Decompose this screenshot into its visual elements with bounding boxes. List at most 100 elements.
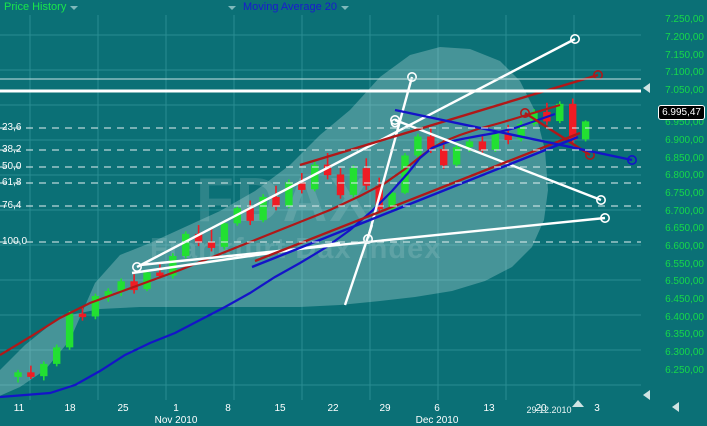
price-axis-pointer-bottom-icon [643,390,650,400]
candle-body [311,164,319,190]
chart-header-bar: Price History Moving Average 20 [0,0,707,15]
fib-label-23-6: 23,6 [2,122,22,133]
fib-label-76-4: 76,4 [2,200,22,211]
candle-body [349,168,358,195]
price-axis-tick: 6.400,00 [665,312,704,323]
date-axis-tick: 1 [173,403,179,414]
fib-label-38-2: 38,2 [2,144,22,155]
date-axis-tick: 29 [379,403,391,414]
price-axis-tick: 7.050,00 [665,85,704,96]
candle-body [27,372,35,377]
trendline-red-lower [254,131,581,263]
trendline-white-fan-lower [139,216,606,267]
date-axis-tick: 13 [483,403,495,414]
candle-body [117,281,125,292]
price-axis-tick: 6.900,00 [665,135,704,146]
candle-body [194,233,203,243]
price-history-legend[interactable]: Price History [4,0,79,15]
price-axis-tick: 7.200,00 [665,32,704,43]
price-axis-tick: 6.700,00 [665,206,704,217]
candle-body [504,133,512,141]
date-axis-tick: 8 [225,403,231,414]
date-axis-month-label: Dec 2010 [415,415,459,426]
trendline-white-support [131,241,341,275]
candle-body [569,103,577,141]
candle-body [401,155,409,193]
price-axis-tick: 6.750,00 [665,188,704,199]
candlestick-series [14,98,590,383]
candle-body [336,174,345,196]
date-axis-tick: 6 [434,403,440,414]
candle-body [491,133,499,150]
candle-body [556,103,564,122]
price-axis[interactable]: 6.995,47 7.250,00 7.200,00 7.150,00 7.100,0… [641,0,707,400]
trendline-white-fan-upper [394,118,602,202]
candle-body [91,296,100,317]
candle-body [14,372,22,377]
candle-body [323,164,332,176]
price-axis-tick: 6.300,00 [665,347,704,358]
date-axis-pointer-icon [672,402,679,412]
candle-body [452,147,461,165]
chart-plot-area[interactable]: FDAX Frankfurt Dax index [0,15,641,400]
date-axis-marker-icon [572,400,584,407]
moving-average-label: Moving Average 20 [243,1,337,13]
candle-body [259,196,267,221]
price-axis-tick: 7.250,00 [665,14,704,25]
price-axis-tick: 6.850,00 [665,153,704,164]
trendline-handle [389,115,400,126]
candle-body [65,313,74,348]
date-axis-tick: 18 [64,403,76,414]
candle-body [581,121,590,140]
candle-body [388,192,396,209]
price-axis-tick: 6.550,00 [665,259,704,270]
trendline-blue-rising [251,135,579,269]
price-envelope-band [0,47,548,396]
candle-body [478,141,487,151]
price-axis-tick: 7.150,00 [665,50,704,61]
trendline-blue-descending [394,108,633,162]
fib-label-61-8: 61,8 [2,177,22,188]
date-axis-tick: 25 [117,403,129,414]
price-axis-tick: 6.450,00 [665,294,704,305]
candle-body [40,363,48,377]
date-axis-tick: 20 [535,403,547,414]
price-axis-tick: 6.600,00 [665,241,704,252]
candle-body [182,233,190,256]
candle-body [414,136,422,156]
candle-body [143,272,151,290]
price-axis-tick: 7.100,00 [665,67,704,78]
trendline-white-pivot-down [343,224,374,306]
candle-body [465,141,474,148]
date-axis-month-label: Nov 2010 [154,415,198,426]
price-axis-pointer-icon [643,83,650,93]
trendline-white-lower [136,37,576,269]
candle-body [53,347,61,364]
candle-body [220,223,229,247]
date-axis-tick: 3 [594,403,600,414]
trendline-handle-red [519,108,530,119]
date-axis[interactable]: 11 18 25 1 8 15 22 29 6 13 20 3 Nov 2010 Dec 2010 29.1… [0,400,707,426]
fibonacci-levels [0,127,641,243]
caret-down-icon-right[interactable] [340,5,349,10]
candle-body [246,208,254,221]
price-axis-tick: 6.500,00 [665,276,704,287]
candle-body [285,182,293,207]
trendline-handle-blue [626,155,637,166]
date-axis-selected-date: 29.12.2010 [526,405,572,415]
candle-body [362,168,370,186]
trendline-handle [599,213,610,224]
moving-average-legend[interactable]: Moving Average 20 [228,0,349,15]
date-axis-tick: 11 [13,403,25,414]
price-axis-tick: 6.950,00 [665,117,704,128]
fib-label-50-0: 50,0 [2,161,22,172]
caret-down-icon[interactable] [70,5,79,10]
caret-down-icon-left[interactable] [228,5,236,10]
candle-body [272,196,280,207]
candle-body [427,136,435,150]
date-axis-tick: 22 [327,403,339,414]
trendline-handle [362,234,373,245]
trendline-handle [595,195,606,206]
candle-body [298,182,306,190]
